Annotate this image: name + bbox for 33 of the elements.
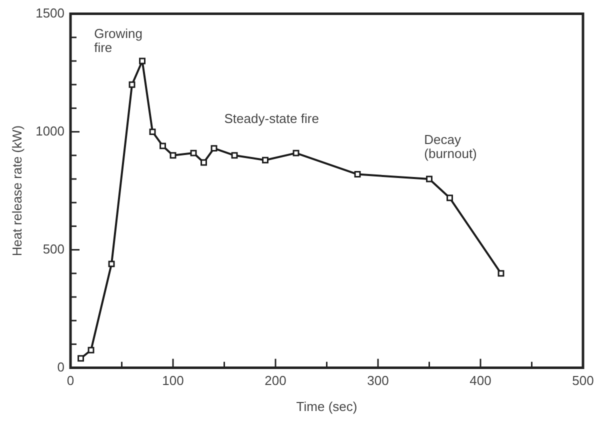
- point: [190, 150, 197, 156]
- annotation: Steady-state fire: [224, 111, 319, 126]
- point: [426, 176, 432, 182]
- x-tick-label: 200: [264, 373, 286, 388]
- x-axis-title: Time (sec): [296, 398, 358, 414]
- point: [108, 260, 115, 268]
- point: [210, 145, 218, 152]
- point: [78, 355, 84, 362]
- point: [139, 58, 146, 64]
- y-tick-label: 1000: [36, 123, 65, 138]
- x-tick-label: 100: [162, 373, 184, 388]
- point: [498, 270, 504, 277]
- point: [262, 156, 268, 164]
- y-tick-label: 500: [42, 241, 65, 256]
- point: [88, 346, 94, 354]
- point: [200, 159, 207, 166]
- y-axis-title: Heat release rate (kW): [9, 125, 24, 256]
- point: [354, 171, 361, 178]
- y-tick-label: 1500: [36, 5, 65, 20]
- x-tick-label: 300: [367, 373, 389, 388]
- annotation: Decay (burnout): [424, 132, 477, 162]
- x-tick-label: 0: [66, 373, 74, 388]
- point: [292, 150, 300, 156]
- y-tick-label: 0: [57, 359, 65, 374]
- point: [160, 142, 166, 150]
- point: [170, 152, 176, 159]
- point: [149, 128, 156, 136]
- annotation: Growing fire: [94, 26, 143, 56]
- point: [446, 194, 453, 202]
- x-tick-label: 500: [572, 373, 594, 388]
- point: [128, 81, 136, 88]
- x-tick-label: 400: [470, 373, 492, 388]
- point: [231, 152, 238, 159]
